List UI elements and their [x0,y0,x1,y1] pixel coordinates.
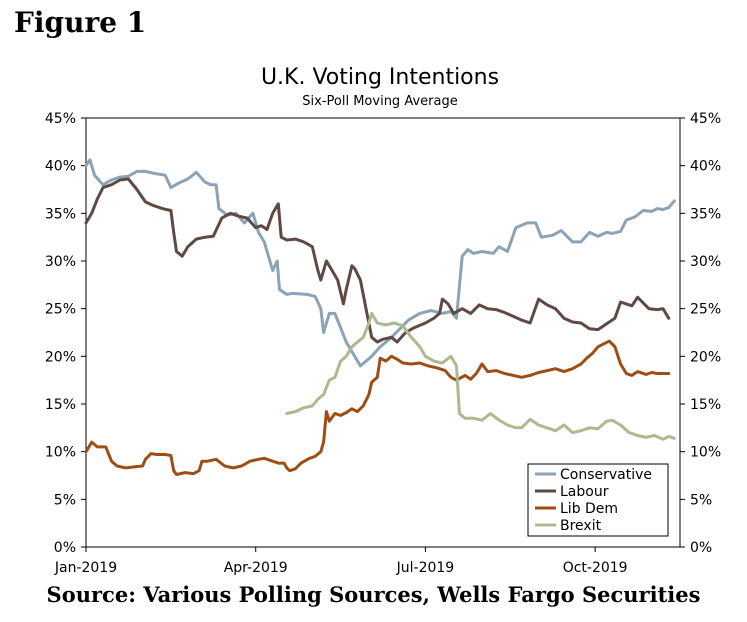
y-tick-label-left: 0% [54,540,76,556]
y-tick-label-right: 40% [690,159,721,175]
y-axis-right: 0% 5% 10% 15% 20% 25% 30% 35% 40% 45% [680,111,721,556]
x-tick-label: Apr-2019 [224,560,288,576]
y-tick-label-left: 20% [45,349,76,365]
y-tick-label-left: 45% [45,111,76,127]
figure-label: Figure 1 [14,6,147,39]
x-axis: Jan-2019 Apr-2019 Jul-2019 Oct-2019 [54,547,628,576]
y-axis-left: 0% 5% 10% 15% 20% 25% 30% 35% 40% 45% [45,111,86,556]
plot-frame [85,117,681,548]
y-tick-label-right: 0% [690,540,712,556]
y-tick-label-right: 30% [690,254,721,270]
source-note: Source: Various Polling Sources, Wells F… [46,582,701,607]
y-tick-label-right: 20% [690,349,721,365]
y-tick-label-left: 35% [45,206,76,222]
y-tick-label-left: 10% [45,445,76,461]
y-tick-label-right: 15% [690,397,721,413]
y-tick-label-left: 30% [45,254,76,270]
x-tick-label: Jan-2019 [54,560,117,576]
chart-subtitle: Six-Poll Moving Average [302,94,457,109]
y-tick-label-right: 5% [690,492,712,508]
y-tick-label-right: 25% [690,302,721,318]
series-line-conservative [84,158,676,368]
legend-label: Conservative [560,467,652,483]
chart-title: U.K. Voting Intentions [261,65,499,90]
y-tick-label-left: 5% [54,492,76,508]
x-tick-label: Oct-2019 [563,560,628,576]
y-tick-label-right: 10% [690,445,721,461]
series-line-lib-dem [84,339,671,476]
series-layer [84,158,676,476]
y-tick-label-right: 35% [690,206,721,222]
y-tick-label-right: 45% [690,111,721,127]
x-tick-label: Jul-2019 [396,560,455,576]
y-tick-label-left: 15% [45,397,76,413]
legend-label: Lib Dem [560,501,618,517]
legend-label: Brexit [560,518,602,534]
series-line-labour [84,177,671,344]
y-tick-label-left: 40% [45,159,76,175]
y-tick-label-left: 25% [45,302,76,318]
series-line-brexit [285,311,676,441]
legend-label: Labour [560,484,609,500]
